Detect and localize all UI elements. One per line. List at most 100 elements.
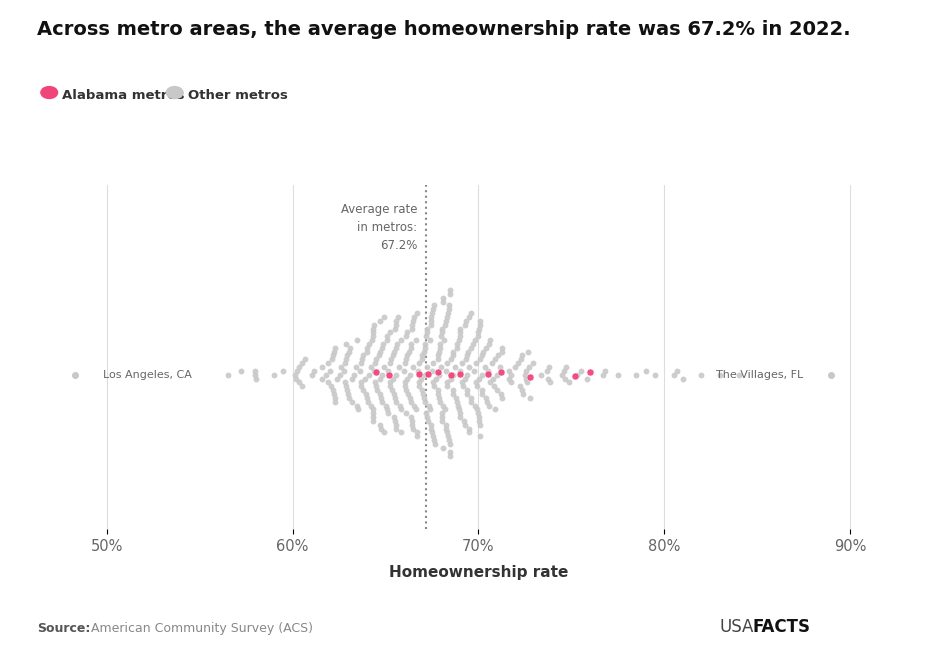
Point <box>406 423 420 434</box>
Point <box>573 366 587 376</box>
Point <box>522 362 536 372</box>
Point <box>441 300 456 311</box>
Point <box>457 319 471 330</box>
Point <box>438 315 453 326</box>
Point <box>398 408 413 418</box>
Point <box>501 373 516 384</box>
Point <box>479 397 494 407</box>
Point <box>398 331 413 342</box>
Text: The Villages, FL: The Villages, FL <box>715 369 803 379</box>
Point <box>458 354 473 365</box>
Point <box>459 350 474 361</box>
Point <box>439 358 454 368</box>
Point <box>294 381 309 391</box>
Point <box>439 377 454 388</box>
Point <box>481 366 496 376</box>
Point <box>388 315 403 326</box>
Point <box>561 377 575 388</box>
Point <box>432 338 447 349</box>
Point <box>390 338 405 349</box>
Point <box>452 327 467 338</box>
Point <box>427 439 442 449</box>
Point <box>372 315 387 326</box>
Point <box>424 427 439 438</box>
Point <box>461 427 476 438</box>
Point <box>554 369 569 380</box>
Point <box>477 362 492 372</box>
Point <box>343 373 358 384</box>
Point <box>338 377 353 388</box>
Point <box>233 366 248 376</box>
Point <box>474 385 489 395</box>
Text: USA: USA <box>719 618 754 636</box>
Point <box>425 304 440 315</box>
Point <box>472 319 487 330</box>
Point <box>445 385 459 395</box>
Point <box>392 362 406 372</box>
Point <box>480 369 495 379</box>
Point <box>447 362 462 372</box>
Point <box>408 335 423 346</box>
Point <box>453 323 468 334</box>
Point <box>441 304 456 315</box>
Point <box>441 435 456 446</box>
Point <box>471 412 486 422</box>
Point <box>540 373 555 384</box>
Point <box>452 408 467 418</box>
Point <box>339 354 354 365</box>
Point <box>539 366 554 376</box>
Point <box>461 312 476 323</box>
Point <box>338 381 353 391</box>
Point <box>388 342 403 353</box>
Point <box>669 366 684 376</box>
Point <box>423 315 438 326</box>
Point <box>393 400 407 410</box>
Point <box>467 400 482 410</box>
Point <box>578 373 593 384</box>
Point <box>403 369 418 380</box>
Point <box>513 354 528 365</box>
Point <box>332 369 347 380</box>
Point <box>440 312 455 323</box>
Point <box>404 397 419 407</box>
Point <box>418 397 432 407</box>
Point <box>365 331 380 342</box>
Point <box>493 389 508 399</box>
Point <box>422 335 437 346</box>
Point <box>387 323 402 334</box>
Point <box>567 371 582 381</box>
Point <box>432 393 446 403</box>
Point <box>542 377 557 388</box>
Point <box>373 393 388 403</box>
Point <box>487 354 502 365</box>
Point <box>478 342 493 353</box>
Point <box>375 397 390 407</box>
Point <box>481 338 496 349</box>
Point <box>478 393 493 403</box>
Point <box>340 350 354 361</box>
Point <box>459 346 474 357</box>
Point <box>419 327 434 338</box>
Point <box>399 350 414 361</box>
Point <box>463 397 478 407</box>
Point <box>248 366 263 376</box>
Point <box>597 366 612 376</box>
Point <box>442 285 457 295</box>
Point <box>367 377 382 388</box>
Point <box>382 327 397 338</box>
Point <box>399 327 414 338</box>
Point <box>433 331 448 342</box>
Point <box>373 423 388 434</box>
Point <box>432 346 446 357</box>
Text: Across metro areas, the average homeownership rate was 67.2% in 2022.: Across metro areas, the average homeowne… <box>37 20 850 39</box>
Point <box>647 369 662 380</box>
Point <box>411 358 426 368</box>
Point <box>314 373 329 384</box>
Point <box>463 393 478 403</box>
Point <box>534 369 548 380</box>
Point <box>349 362 364 372</box>
Point <box>419 416 434 426</box>
Point <box>386 373 401 384</box>
Point <box>414 354 429 365</box>
Point <box>436 335 451 346</box>
